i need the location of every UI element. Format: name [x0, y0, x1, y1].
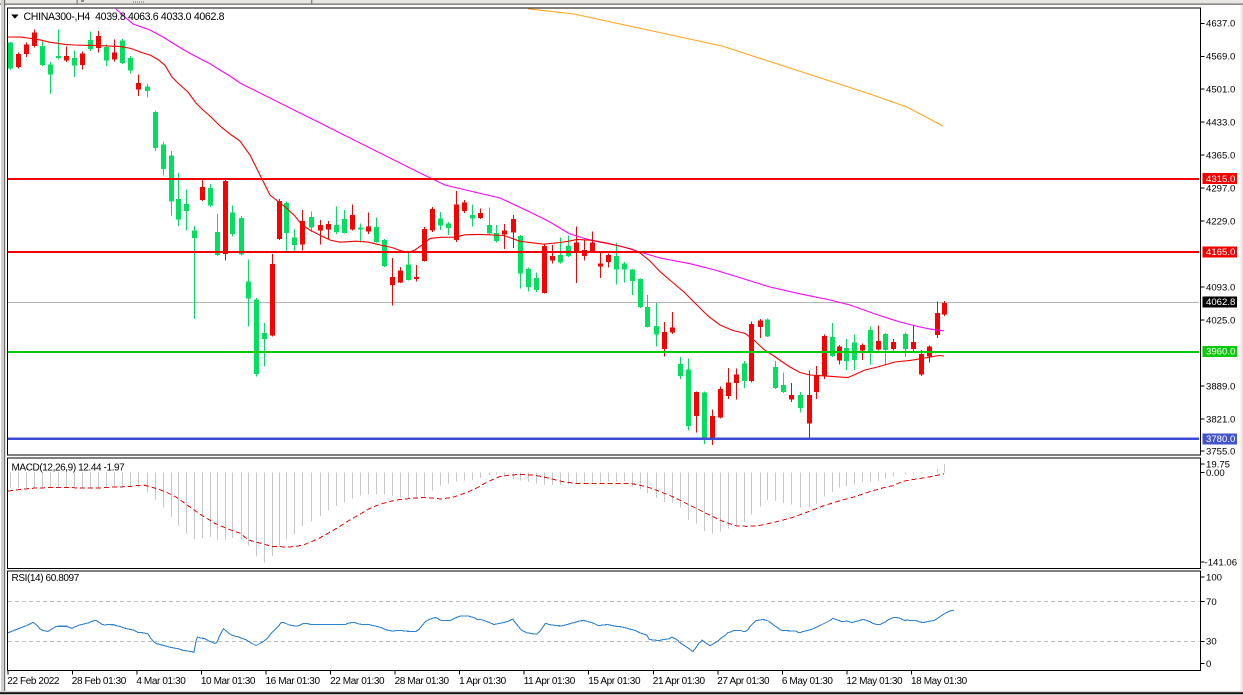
svg-text:70: 70 — [1206, 597, 1217, 608]
svg-text:4433.0: 4433.0 — [1206, 118, 1235, 129]
svg-text:4637.0: 4637.0 — [1206, 19, 1235, 30]
svg-text:100: 100 — [1206, 572, 1222, 583]
svg-text:4 Mar 01:30: 4 Mar 01:30 — [136, 676, 186, 687]
svg-text:4062.8: 4062.8 — [1206, 297, 1235, 308]
svg-text:MACD(12,26,9) 12.44 -1.97: MACD(12,26,9) 12.44 -1.97 — [12, 463, 126, 474]
svg-text:19.75: 19.75 — [1206, 459, 1230, 470]
svg-text:4025.0: 4025.0 — [1206, 315, 1235, 326]
svg-text:3755.0: 3755.0 — [1206, 446, 1235, 457]
svg-text:CHINA300-,H4 4039.8 4063.6 40: CHINA300-,H4 4039.8 4063.6 4033.0 4062.8 — [24, 11, 225, 23]
svg-text:27 Apr 01:30: 27 Apr 01:30 — [717, 676, 770, 687]
svg-text:-141.06: -141.06 — [1205, 557, 1238, 568]
svg-text:10 Mar 01:30: 10 Mar 01:30 — [201, 676, 256, 687]
svg-text:4315.0: 4315.0 — [1206, 174, 1235, 185]
svg-text:28 Feb 01:30: 28 Feb 01:30 — [72, 676, 127, 687]
svg-text:RSI(14) 60.8097: RSI(14) 60.8097 — [12, 573, 80, 584]
svg-text:4501.0: 4501.0 — [1206, 85, 1235, 96]
svg-text:11 Apr 01:30: 11 Apr 01:30 — [524, 676, 576, 687]
svg-text:18 May 01:30: 18 May 01:30 — [911, 676, 968, 687]
svg-text:4297.0: 4297.0 — [1206, 184, 1235, 195]
svg-text:4093.0: 4093.0 — [1206, 282, 1235, 293]
svg-text:1 Apr 01:30: 1 Apr 01:30 — [459, 676, 507, 687]
svg-text:3889.0: 3889.0 — [1206, 382, 1235, 393]
svg-text:6 May 01:30: 6 May 01:30 — [782, 676, 833, 687]
svg-text:4165.0: 4165.0 — [1206, 247, 1235, 258]
svg-text:4229.0: 4229.0 — [1206, 217, 1235, 228]
svg-text:0.00: 0.00 — [1206, 468, 1225, 479]
svg-text:4569.0: 4569.0 — [1206, 52, 1235, 63]
svg-text:3780.0: 3780.0 — [1206, 434, 1235, 445]
svg-text:12 May 01:30: 12 May 01:30 — [846, 676, 903, 687]
svg-text:22 Feb 2022: 22 Feb 2022 — [7, 676, 60, 687]
svg-text:16 Mar 01:30: 16 Mar 01:30 — [266, 676, 321, 687]
svg-text:4365.0: 4365.0 — [1206, 151, 1235, 162]
svg-text:3960.0: 3960.0 — [1206, 347, 1235, 358]
svg-text:15 Apr 01:30: 15 Apr 01:30 — [588, 676, 641, 687]
svg-text:0: 0 — [1206, 659, 1211, 670]
svg-text:30: 30 — [1206, 637, 1217, 648]
svg-text:3821.0: 3821.0 — [1206, 415, 1235, 426]
svg-text:28 Mar 01:30: 28 Mar 01:30 — [395, 676, 450, 687]
svg-text:21 Apr 01:30: 21 Apr 01:30 — [653, 676, 706, 687]
svg-text:22 Mar 01:30: 22 Mar 01:30 — [330, 676, 385, 687]
